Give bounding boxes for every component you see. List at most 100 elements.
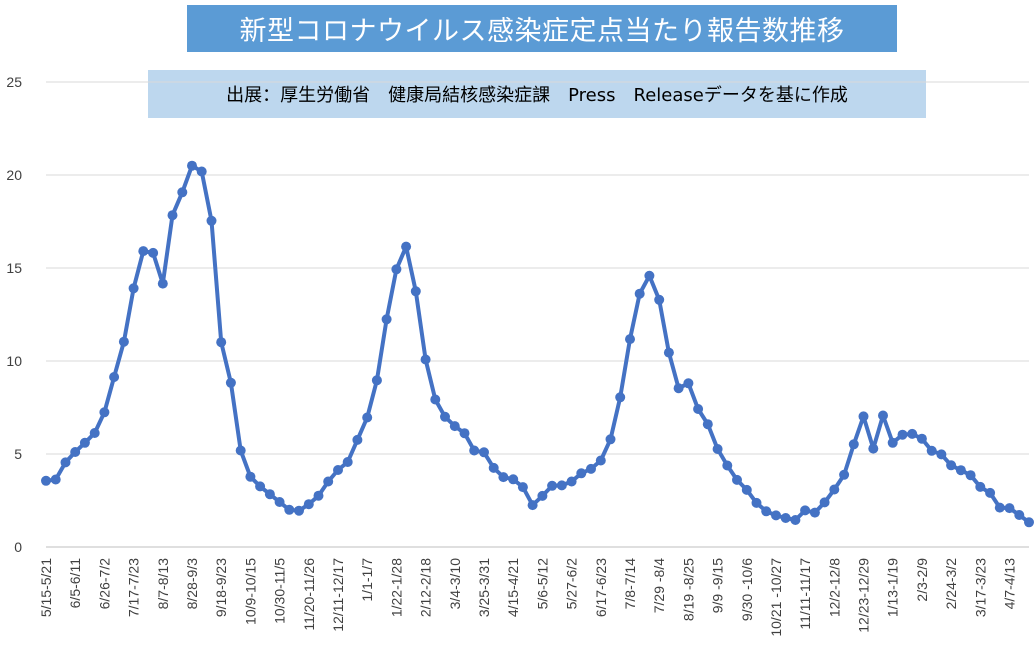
data-point — [673, 383, 684, 394]
data-point — [264, 489, 275, 500]
series-line — [45, 163, 1031, 524]
data-point — [946, 460, 957, 471]
data-point — [60, 457, 71, 468]
x-tick-label: 1/13-1/19 — [885, 558, 901, 617]
data-point — [634, 288, 645, 299]
x-tick-label: 5/6-5/12 — [534, 558, 550, 610]
x-tick-label: 10/9-10/15 — [242, 558, 258, 625]
data-point — [809, 507, 820, 518]
data-point — [323, 476, 334, 487]
data-point — [693, 404, 704, 414]
data-point — [839, 469, 850, 480]
data-point — [761, 506, 772, 517]
data-point — [138, 246, 149, 257]
data-point — [907, 428, 918, 439]
x-tick-label: 2/24-3/2 — [943, 558, 959, 610]
data-point — [177, 187, 188, 198]
data-point — [556, 480, 567, 491]
data-point — [167, 210, 178, 221]
data-point — [225, 377, 236, 388]
data-point — [994, 502, 1005, 513]
data-point — [235, 445, 246, 456]
data-point — [1004, 503, 1015, 514]
data-point — [537, 490, 548, 501]
x-tick-label: 10/21 -10/27 — [768, 558, 784, 637]
data-point — [303, 499, 314, 510]
y-tick-label: 0 — [14, 539, 22, 555]
data-point — [527, 500, 538, 511]
data-point — [274, 497, 285, 507]
data-point — [702, 419, 713, 430]
source-note: 出展：厚生労働省 健康局結核感染症課 Press Releaseデータを基に作成 — [226, 85, 848, 106]
data-point — [780, 513, 791, 523]
data-point — [605, 434, 616, 445]
data-point — [732, 474, 742, 485]
data-point — [216, 337, 227, 348]
data-point — [829, 484, 840, 495]
data-point — [819, 497, 830, 508]
x-tick-label: 1/22-1/28 — [388, 558, 404, 617]
x-tick-label: 8/7-8/13 — [155, 558, 171, 610]
data-point — [41, 475, 51, 486]
data-point — [498, 472, 509, 483]
y-tick-label: 15 — [6, 260, 22, 276]
x-tick-label: 12/23-12/29 — [856, 558, 872, 633]
data-point — [89, 428, 100, 438]
data-point — [663, 347, 674, 358]
data-point — [887, 437, 898, 448]
data-point — [615, 392, 626, 403]
data-point — [440, 411, 450, 422]
x-tick-label: 2/12-2/18 — [418, 558, 434, 617]
data-point — [99, 407, 110, 418]
data-point — [410, 286, 421, 297]
data-point — [459, 428, 470, 439]
data-point — [109, 372, 120, 382]
data-point — [430, 394, 441, 405]
x-tick-label: 6/5-6/11 — [67, 558, 83, 609]
data-point — [965, 470, 976, 481]
x-tick-label: 4/15-4/21 — [505, 558, 521, 617]
data-point — [187, 160, 197, 171]
x-tick-label: 5/27-6/2 — [564, 558, 580, 610]
data-point — [975, 481, 986, 492]
x-tick-label: 11/11-11/17 — [797, 558, 813, 630]
data-point — [848, 439, 859, 450]
x-tick-label: 2/3-2/9 — [914, 558, 930, 602]
data-point — [381, 314, 392, 325]
data-point — [868, 443, 879, 454]
data-point — [488, 462, 499, 473]
data-point — [391, 264, 402, 275]
y-tick-label: 20 — [6, 167, 22, 183]
data-point — [712, 444, 723, 454]
data-point — [196, 166, 207, 177]
y-tick-label: 25 — [6, 74, 22, 90]
x-tick-label: 6/26-7/2 — [96, 558, 112, 610]
data-point — [449, 421, 460, 432]
data-point — [741, 484, 752, 495]
data-point — [722, 460, 733, 471]
x-tick-label: 8/19 -8/25 — [680, 558, 696, 621]
x-tick-label: 10/30-11/5 — [272, 558, 288, 624]
x-tick-label: 7/17-7/23 — [126, 558, 142, 617]
chart-title: 新型コロナウイルス感染症定点当たり報告数推移 — [239, 16, 845, 47]
x-tick-label: 3/4-3/10 — [447, 558, 463, 610]
data-point — [800, 505, 811, 516]
x-tick-label: 6/17-6/23 — [593, 558, 609, 617]
x-tick-label: 7/8-7/14 — [622, 558, 638, 610]
data-point — [401, 241, 412, 252]
data-point — [70, 447, 81, 457]
data-point — [420, 354, 431, 365]
data-point — [547, 480, 558, 491]
x-tick-label: 8/28-9/3 — [184, 558, 200, 610]
data-point — [576, 468, 587, 479]
data-point — [751, 497, 762, 508]
x-tick-label: 5/15-5/21 — [38, 558, 54, 617]
data-point — [245, 471, 256, 482]
chart-title-banner: 新型コロナウイルス感染症定点当たり報告数推移 — [187, 5, 897, 52]
data-point — [50, 474, 61, 485]
data-point — [897, 429, 908, 440]
data-point — [157, 278, 168, 289]
data-point — [508, 474, 519, 485]
data-point — [771, 510, 781, 521]
